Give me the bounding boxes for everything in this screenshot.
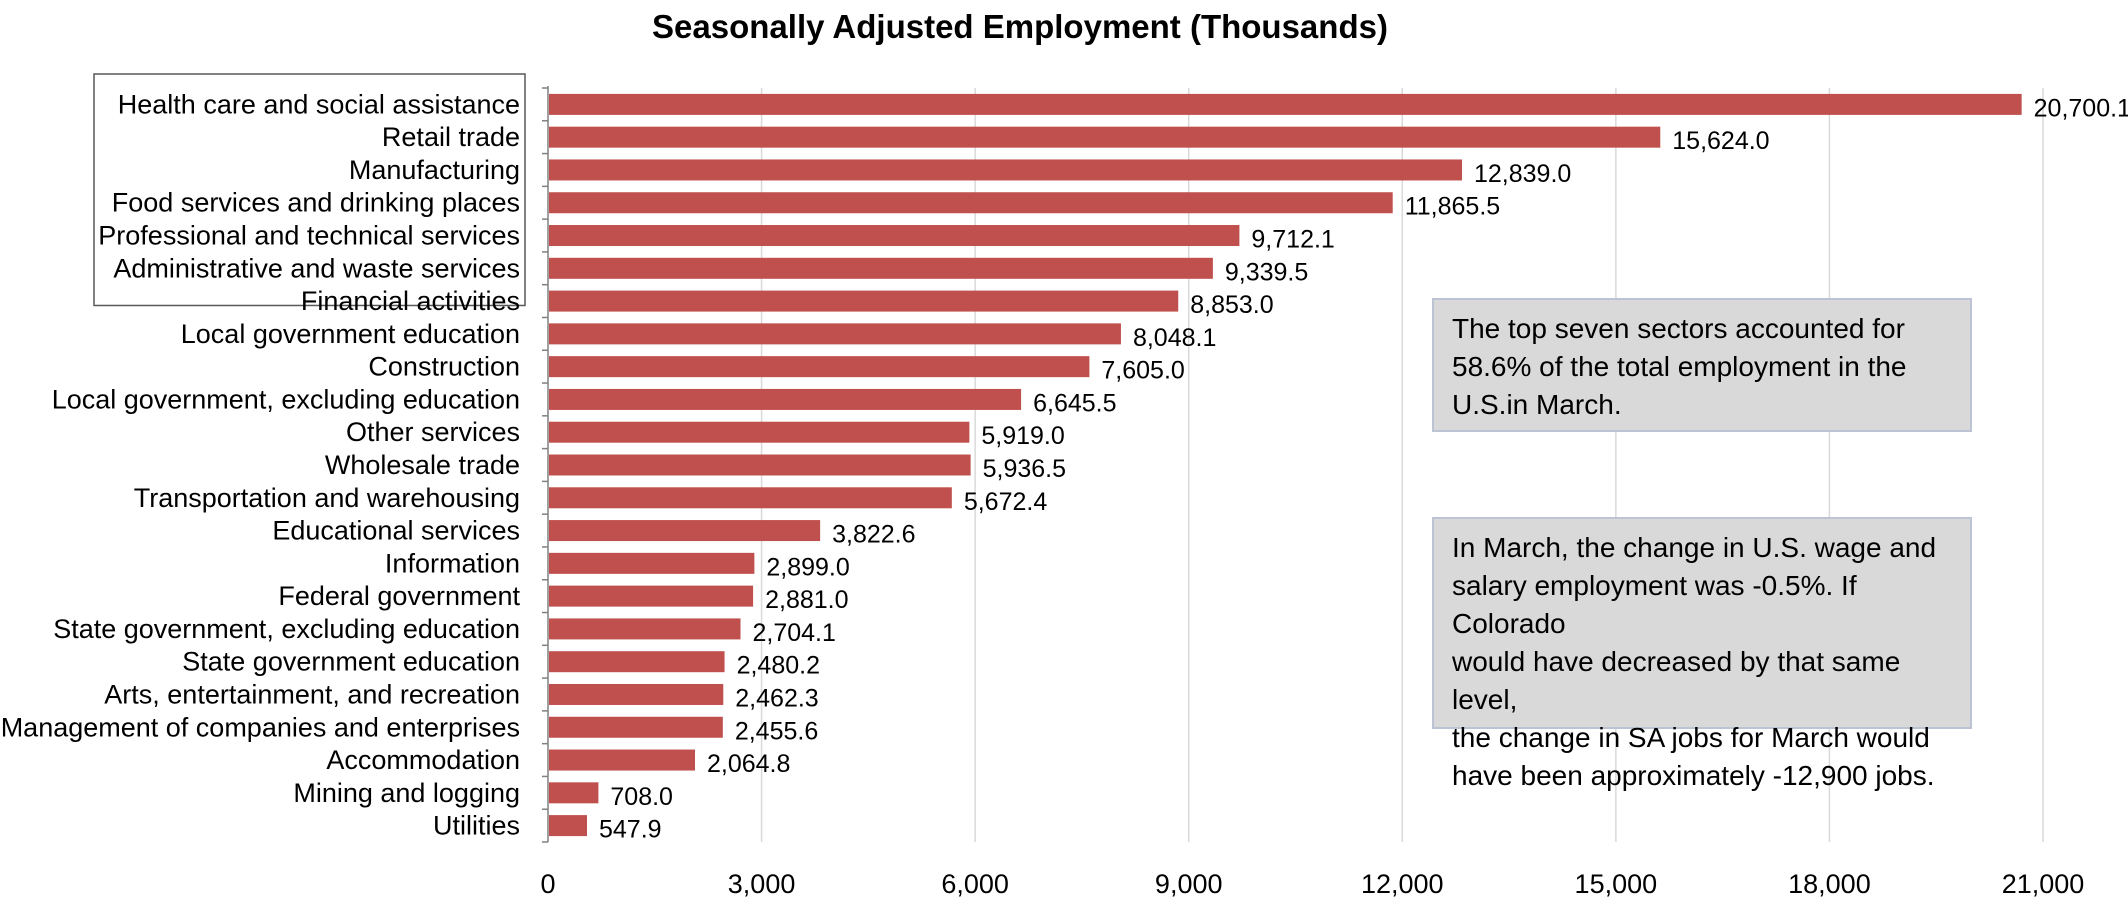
value-label: 5,672.4 (964, 488, 1048, 516)
x-tick-label: 3,000 (728, 869, 796, 897)
category-label: Utilities (433, 811, 520, 841)
category-label: Transportation and warehousing (134, 483, 520, 513)
value-label: 2,704.1 (753, 619, 836, 647)
value-label: 20,700.1 (2034, 94, 2128, 122)
bar (549, 716, 723, 738)
value-label: 2,899.0 (766, 553, 849, 581)
callout-change-note-line: In March, the change in U.S. wage and (1452, 532, 1937, 563)
value-label: 9,712.1 (1251, 226, 1334, 254)
bar (549, 323, 1121, 345)
category-label: Food services and drinking places (112, 188, 520, 218)
value-label: 708.0 (610, 783, 673, 811)
category-label: Information (385, 548, 520, 578)
value-label: 547.9 (599, 816, 662, 844)
value-label: 7,605.0 (1101, 357, 1184, 385)
callout-top-sectors-line: U.S.in March. (1452, 389, 1622, 420)
callout-change-note-line: have been approximately -12,900 jobs. (1452, 760, 1935, 791)
bar (549, 585, 754, 607)
category-label: Local government education (181, 319, 520, 349)
x-tick-label: 15,000 (1575, 869, 1658, 897)
value-label: 8,853.0 (1190, 291, 1273, 319)
category-label: State government education (182, 647, 520, 677)
category-label: Professional and technical services (98, 221, 520, 251)
category-label: Arts, entertainment, and recreation (104, 679, 520, 709)
value-label: 15,624.0 (1672, 127, 1769, 155)
x-tick-label: 0 (540, 869, 555, 897)
callout-change-note: In March, the change in U.S. wage and sa… (1432, 517, 1972, 791)
category-label: Other services (346, 417, 520, 447)
callout-change-note-line: the change in SA jobs for March would (1452, 722, 1930, 753)
bar (549, 552, 755, 574)
category-label: State government, excluding education (53, 614, 520, 644)
value-label: 5,919.0 (981, 422, 1064, 450)
value-label: 8,048.1 (1133, 324, 1216, 352)
category-label: Financial activities (301, 286, 520, 316)
callout-change-note-line: would have decreased by that same level, (1452, 646, 1901, 715)
bar (549, 520, 821, 542)
chart-title: Seasonally Adjusted Employment (Thousand… (652, 8, 1388, 45)
bar (549, 815, 588, 837)
category-label: Accommodation (326, 745, 520, 775)
value-label: 11,865.5 (1405, 193, 1500, 221)
category-label: Wholesale trade (325, 450, 520, 480)
bar (549, 356, 1090, 378)
bar (549, 749, 695, 771)
value-label: 12,839.0 (1474, 160, 1571, 188)
value-label: 2,455.6 (735, 717, 818, 745)
bar (549, 421, 970, 443)
bar (549, 683, 724, 705)
bar (549, 126, 1661, 148)
value-label: 6,645.5 (1033, 389, 1116, 417)
bar (549, 159, 1463, 181)
bar (549, 225, 1240, 247)
callout-change-note-line: salary employment was -0.5%. If Colorado (1452, 570, 1857, 639)
category-label: Management of companies and enterprises (1, 712, 520, 742)
bar (549, 618, 741, 640)
bar (549, 782, 599, 804)
category-label: Manufacturing (349, 155, 520, 185)
x-tick-label: 18,000 (1788, 869, 1871, 897)
value-label: 2,881.0 (765, 586, 848, 614)
value-label: 5,936.5 (983, 455, 1066, 483)
callout-top-sectors-line: 58.6% of the total employment in the (1452, 351, 1907, 382)
bar (549, 290, 1179, 312)
value-label: 2,480.2 (737, 652, 820, 680)
x-tick-label: 9,000 (1155, 869, 1223, 897)
bar (549, 93, 2022, 115)
category-label: Health care and social assistance (118, 89, 520, 119)
bar (549, 487, 952, 509)
x-tick-label: 6,000 (941, 869, 1009, 897)
value-label: 2,064.8 (707, 750, 790, 778)
x-tick-label: 12,000 (1361, 869, 1444, 897)
category-label: Federal government (278, 581, 520, 611)
category-label: Construction (368, 352, 520, 382)
value-label: 3,822.6 (832, 521, 915, 549)
category-label: Mining and logging (293, 778, 520, 808)
x-tick-label: 21,000 (2002, 869, 2085, 897)
highlight-box (93, 73, 526, 307)
callout-top-sectors-line: The top seven sectors accounted for (1452, 313, 1905, 344)
bar (549, 388, 1022, 410)
category-label: Local government, excluding education (52, 384, 520, 414)
bar (549, 257, 1213, 279)
category-label: Retail trade (382, 122, 520, 152)
value-label: 2,462.3 (735, 684, 818, 712)
bar (549, 192, 1393, 214)
category-label: Educational services (272, 516, 520, 546)
callout-top-sectors: The top seven sectors accounted for 58.6… (1432, 298, 1972, 432)
category-label: Administrative and waste services (113, 253, 520, 283)
bar (549, 651, 725, 673)
bar (549, 454, 971, 476)
value-label: 9,339.5 (1225, 258, 1308, 286)
